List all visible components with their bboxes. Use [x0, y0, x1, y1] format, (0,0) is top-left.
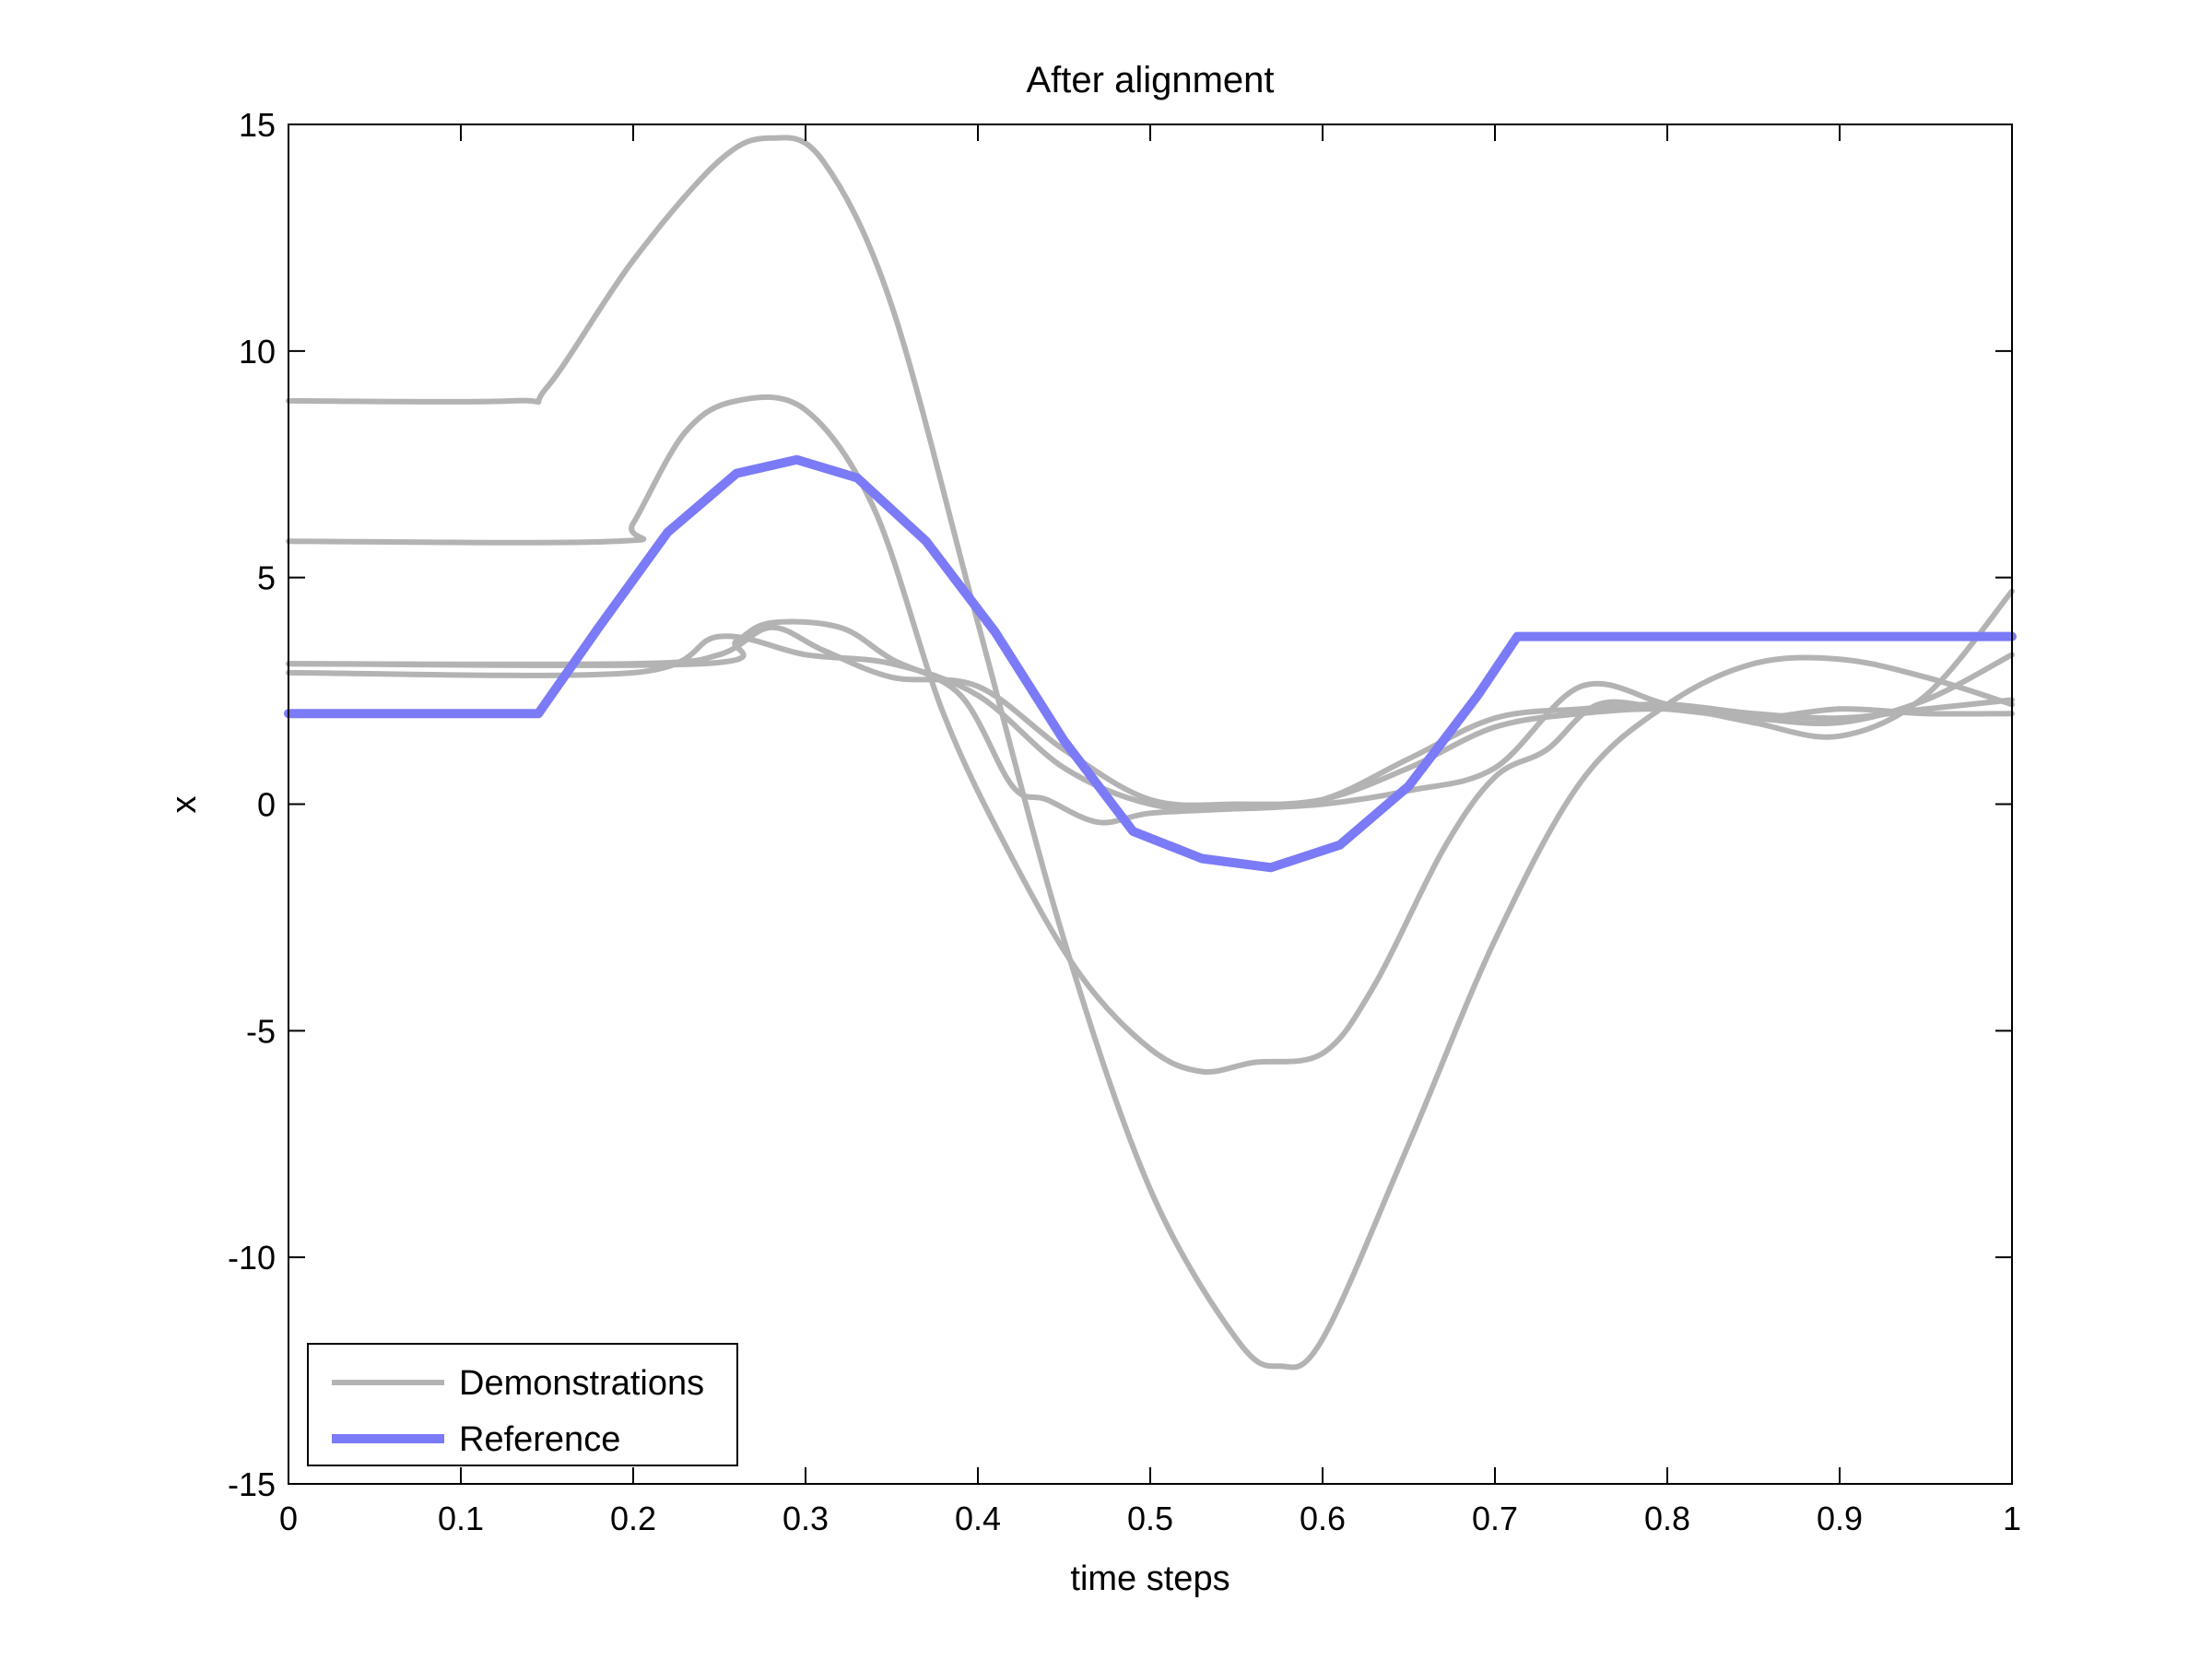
x-axis-label: time steps [1070, 1559, 1230, 1598]
x-tick-label: 0 [279, 1500, 298, 1537]
y-tick-label: -10 [228, 1239, 276, 1277]
series-layer [284, 135, 2017, 1371]
legend-label-demonstrations: Demonstrations [459, 1364, 704, 1403]
x-tick-label: 0.2 [610, 1500, 656, 1537]
series-line-demonstration-2 [286, 394, 2015, 1075]
y-tick-label: -5 [246, 1012, 276, 1050]
x-tick-label: 0.1 [438, 1500, 484, 1537]
y-tick-label: 15 [239, 106, 276, 144]
x-tick-label: 0.3 [782, 1500, 829, 1537]
y-axis-label: x [165, 796, 204, 814]
x-tick-label: 0.5 [1127, 1500, 1173, 1537]
x-tick-label: 0.6 [1300, 1500, 1346, 1537]
y-tick-label: -15 [228, 1465, 276, 1503]
y-tick-label: 0 [257, 786, 276, 824]
x-tick-label: 0.4 [955, 1500, 1001, 1537]
y-axis: -15 -10 -5 0 5 10 15 [228, 106, 2012, 1503]
y-tick-label: 5 [257, 559, 276, 597]
x-tick-label: 0.9 [1817, 1500, 1863, 1537]
x-axis: 0 0.1 0.2 0.3 0.4 0.5 0.6 0.7 0.8 0.9 1 [279, 124, 2021, 1537]
legend-label-reference: Reference [459, 1420, 620, 1459]
legend-box [307, 1343, 738, 1466]
y-tick-label: 10 [239, 333, 276, 371]
chart-title: After alignment [1026, 60, 1274, 100]
x-tick-label: 0.7 [1472, 1500, 1518, 1537]
series-line-demonstration-1 [286, 135, 2015, 1371]
series-line-demonstration-3 [286, 588, 2015, 826]
x-tick-label: 0.8 [1644, 1500, 1690, 1537]
legend: Demonstrations Reference [307, 1343, 738, 1466]
x-tick-label: 1 [2003, 1500, 2021, 1537]
series-line-reference [284, 454, 2017, 873]
